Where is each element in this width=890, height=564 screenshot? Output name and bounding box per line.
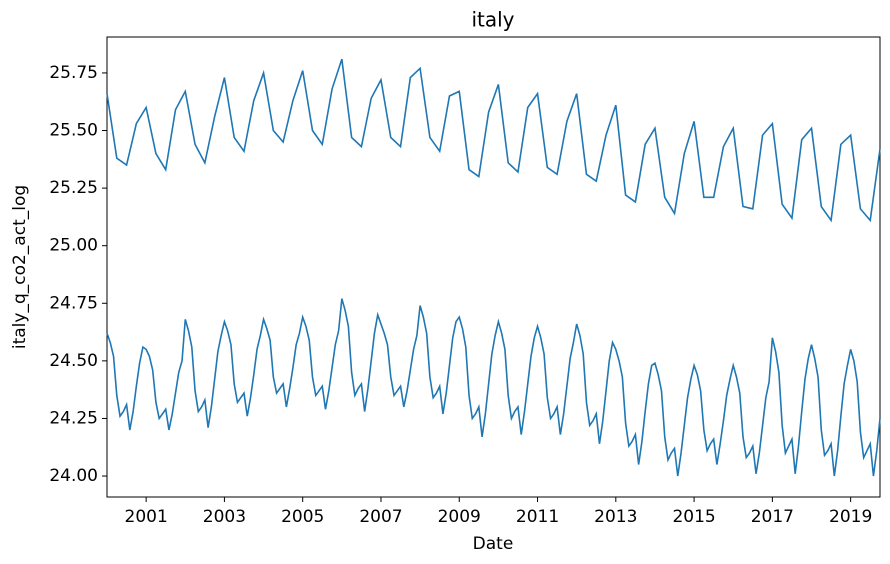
y-axis-label: italy_q_co2_act_log <box>10 185 30 349</box>
x-tick-label: 2015 <box>672 507 715 527</box>
x-tick-label: 2011 <box>516 507 559 527</box>
x-tick-label: 2009 <box>438 507 481 527</box>
y-tick-label: 25.50 <box>49 121 98 141</box>
series-line <box>106 58 881 223</box>
chart-title: italy <box>471 8 514 32</box>
x-tick-label: 2017 <box>751 507 794 527</box>
x-tick-label: 2007 <box>359 507 402 527</box>
x-tick-label: 2001 <box>125 507 168 527</box>
y-tick-label: 24.75 <box>49 293 98 313</box>
x-tick-label: 2013 <box>594 507 637 527</box>
y-tick-label: 24.00 <box>49 466 98 486</box>
y-tick-label: 25.75 <box>49 63 98 83</box>
y-tick-label: 25.25 <box>49 178 98 198</box>
y-tick-label: 25.00 <box>49 236 98 256</box>
x-tick-label: 2003 <box>203 507 246 527</box>
x-axis-label: Date <box>473 534 514 554</box>
y-tick-label: 24.50 <box>49 351 98 371</box>
y-tick-label: 24.25 <box>49 408 98 428</box>
plot-frame <box>106 36 881 498</box>
series-line <box>106 298 881 477</box>
x-tick-label: 2005 <box>281 507 324 527</box>
x-tick-label: 2019 <box>829 507 872 527</box>
